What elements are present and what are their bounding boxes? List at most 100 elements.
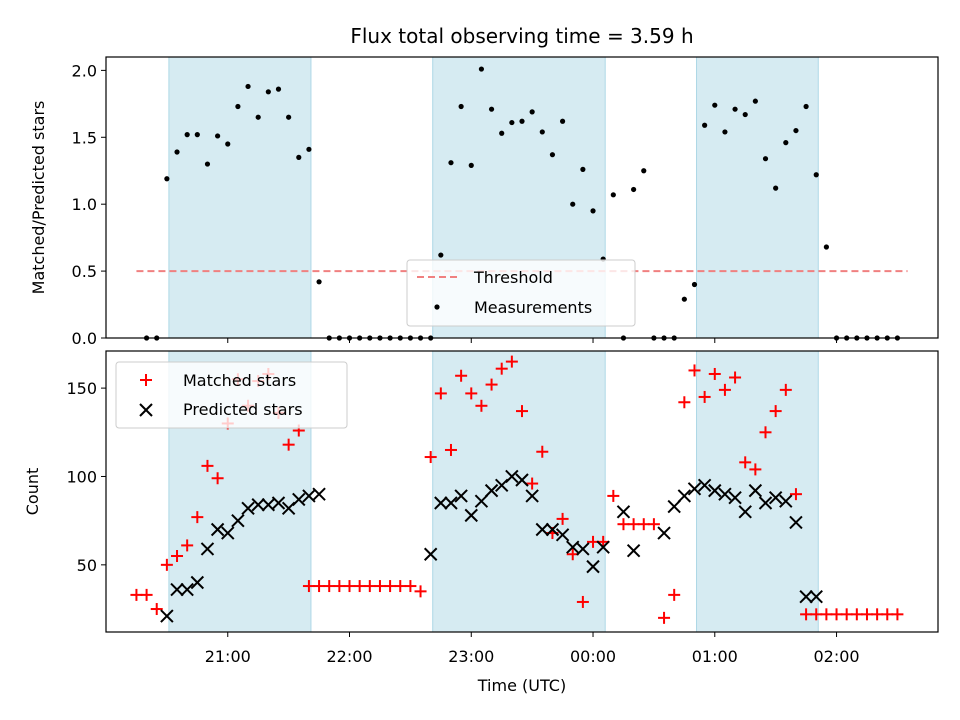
count-legend[interactable]: Matched stars Predicted stars <box>115 361 348 429</box>
y-tick-label: 50 <box>77 556 97 575</box>
predicted-stars-point <box>474 494 489 508</box>
matched-stars-point <box>211 472 224 485</box>
matched-stars-point <box>475 399 488 412</box>
measurement-point <box>286 114 292 120</box>
predicted-stars-point <box>779 494 793 508</box>
measurement-point <box>306 146 312 152</box>
matched-stars-point <box>313 580 326 593</box>
y-tick-label: 1.5 <box>72 128 97 147</box>
y-tick-label: 0.0 <box>72 329 97 348</box>
matched-stars-point <box>302 580 315 593</box>
predicted-stars-point <box>515 473 529 487</box>
measurement-point <box>823 244 829 250</box>
measurement-point <box>509 119 515 126</box>
matched-stars-point <box>830 608 843 621</box>
predicted-stars-point <box>170 582 184 597</box>
measurement-point <box>580 166 586 172</box>
legend-predicted-label: Predicted stars <box>183 400 303 419</box>
predicted-stars-point <box>221 526 235 540</box>
predicted-stars-point <box>708 483 722 498</box>
matched-stars-point <box>891 608 904 621</box>
predicted-stars-point <box>738 505 752 519</box>
y-tick-label: 0.5 <box>72 262 97 281</box>
legend-predicted-swatch <box>139 403 153 417</box>
count-panel-frame <box>105 350 939 633</box>
matched-stars-point <box>789 488 802 501</box>
ratio-panel-frame <box>105 56 939 339</box>
predicted-stars-point <box>758 496 773 510</box>
matched-stars-point <box>769 405 782 418</box>
measurement-point <box>438 252 444 258</box>
measurement-point <box>610 192 616 198</box>
matched-stars-point <box>373 580 386 593</box>
x-tick-label: 22:00 <box>326 647 372 666</box>
predicted-stars-point <box>312 487 326 501</box>
predicted-stars-point <box>292 492 306 507</box>
matched-stars-point <box>759 426 772 439</box>
matched-stars-point <box>333 580 346 593</box>
measurement-point <box>722 129 728 135</box>
matched-stars-point <box>434 387 447 400</box>
ratio-y-axis-title: Matched/Predicted stars <box>29 101 48 295</box>
matched-stars-point <box>353 580 366 593</box>
measurement-point <box>641 168 647 174</box>
measurement-point <box>590 208 596 214</box>
x-tick-label: 23:00 <box>448 647 494 666</box>
matched-stars-point <box>414 585 427 598</box>
x-tick-label: 00:00 <box>570 647 616 666</box>
predicted-stars-point <box>454 489 468 503</box>
matched-stars-point <box>729 371 742 384</box>
ratio-legend[interactable]: Threshold Measurements <box>406 259 636 327</box>
measurement-point <box>803 103 809 110</box>
matched-stars-point <box>627 518 640 531</box>
matched-stars-point <box>343 580 356 593</box>
matched-stars-point <box>617 518 630 531</box>
predicted-stars-point <box>809 589 823 604</box>
ratio-legend-box <box>406 259 636 327</box>
matched-stars-point <box>526 477 539 490</box>
matched-stars-point <box>840 608 853 621</box>
measurement-point <box>215 133 221 139</box>
matched-stars-point <box>698 390 711 403</box>
measurement-point <box>519 118 525 124</box>
y-tick-label: 150 <box>66 379 97 398</box>
measurement-point <box>245 83 251 90</box>
predicted-stars-point <box>657 526 671 540</box>
matched-stars-point <box>881 608 894 621</box>
matched-stars-point <box>181 539 194 552</box>
matched-stars-point <box>455 369 468 382</box>
predicted-stars-point <box>505 469 519 484</box>
predicted-stars-point <box>464 508 478 523</box>
y-tick-label: 2.0 <box>72 61 97 80</box>
matched-stars-point <box>637 518 650 531</box>
matched-stars-point <box>171 550 184 563</box>
x-tick-label: 21:00 <box>205 647 251 666</box>
predicted-stars-point <box>423 547 438 561</box>
y-tick-label: 100 <box>66 467 97 486</box>
measurement-point <box>225 141 231 147</box>
predicted-stars-point <box>180 582 194 597</box>
matched-stars-point <box>860 608 873 621</box>
measurement-point <box>752 98 758 104</box>
matched-stars-point <box>505 355 518 368</box>
measurement-point <box>762 156 769 162</box>
predicted-stars-point <box>576 542 590 556</box>
matched-stars-point <box>323 580 336 593</box>
matched-stars-point <box>850 608 863 621</box>
matched-stars-point <box>363 580 376 593</box>
matched-stars-point <box>810 608 823 621</box>
measurement-point <box>204 161 211 167</box>
predicted-stars-point <box>718 487 732 501</box>
matched-stars-point <box>800 608 813 621</box>
legend-threshold-label: Threshold <box>473 268 553 287</box>
measurement-point <box>164 176 170 182</box>
predicted-stars-point <box>271 496 286 510</box>
matched-stars-point <box>485 378 498 391</box>
matched-stars-point <box>516 405 528 418</box>
observing-interval-band <box>432 350 606 633</box>
matched-stars-point <box>495 362 508 375</box>
ratio-y-axis: 0.0 0.5 1.0 1.5 2.0 <box>72 61 106 348</box>
predicted-stars-point <box>241 501 255 515</box>
matched-stars-point <box>384 580 397 593</box>
